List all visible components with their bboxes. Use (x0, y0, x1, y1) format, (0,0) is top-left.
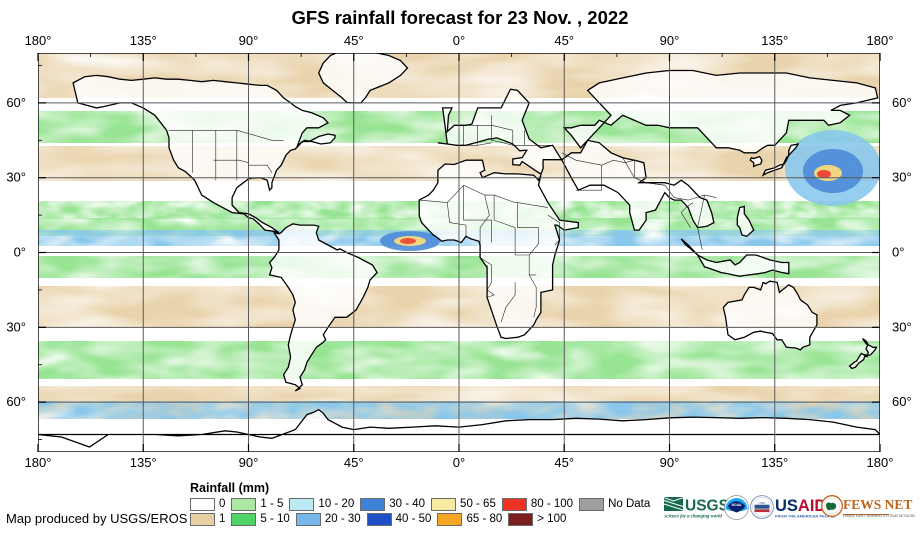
svg-text:60°: 60° (892, 95, 912, 110)
svg-text:USAID: USAID (775, 497, 826, 515)
svg-text:180°: 180° (25, 33, 52, 48)
svg-text:45°: 45° (554, 455, 574, 470)
svg-text:45°: 45° (554, 33, 574, 48)
svg-text:90°: 90° (239, 455, 259, 470)
svg-text:0°: 0° (453, 455, 465, 470)
svg-text:90°: 90° (660, 33, 680, 48)
svg-text:45°: 45° (344, 455, 364, 470)
svg-text:60°: 60° (6, 394, 26, 409)
svg-text:60°: 60° (892, 394, 912, 409)
svg-text:135°: 135° (761, 33, 788, 48)
svg-text:NOAA: NOAA (732, 503, 742, 507)
svg-text:180°: 180° (867, 33, 894, 48)
svg-text:USDC: USDC (759, 502, 766, 505)
svg-text:135°: 135° (130, 455, 157, 470)
svg-text:60°: 60° (6, 95, 26, 110)
svg-text:0°: 0° (892, 245, 904, 260)
svg-text:180°: 180° (867, 455, 894, 470)
svg-text:USGS: USGS (685, 498, 729, 515)
svg-text:180°: 180° (25, 455, 52, 470)
svg-text:0°: 0° (14, 245, 26, 260)
svg-text:135°: 135° (130, 33, 157, 48)
svg-text:90°: 90° (239, 33, 259, 48)
svg-text:science for a changing world: science for a changing world (664, 515, 723, 520)
svg-text:90°: 90° (660, 455, 680, 470)
svg-text:30°: 30° (892, 170, 912, 185)
svg-text:45°: 45° (344, 33, 364, 48)
svg-text:135°: 135° (761, 455, 788, 470)
svg-text:30°: 30° (892, 319, 912, 334)
svg-text:30°: 30° (6, 170, 26, 185)
svg-text:0°: 0° (453, 33, 465, 48)
svg-text:30°: 30° (6, 319, 26, 334)
